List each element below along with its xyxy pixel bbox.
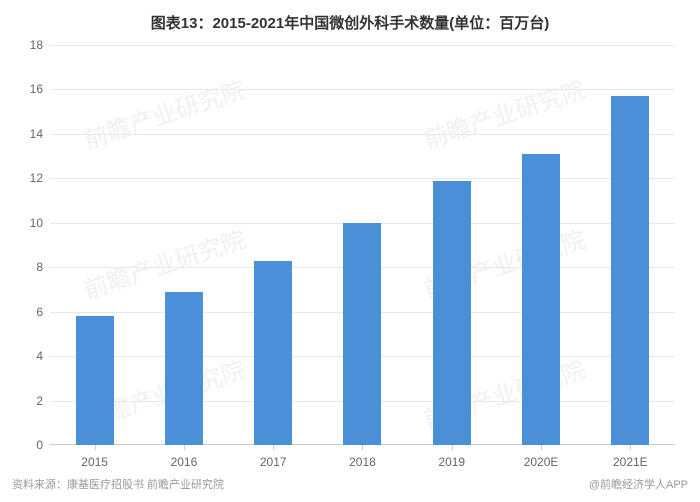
attribution-text: @前瞻经济学人APP	[589, 476, 688, 492]
x-tick	[273, 445, 274, 450]
bar-slot: 2017	[229, 45, 318, 445]
y-tick-label: 0	[13, 438, 43, 452]
x-tick-label: 2019	[438, 455, 465, 469]
y-tick-label: 14	[13, 127, 43, 141]
x-tick-label: 2018	[349, 455, 376, 469]
bar-slot: 2015	[50, 45, 139, 445]
bar-slot: 2016	[139, 45, 228, 445]
y-tick-label: 6	[13, 305, 43, 319]
bar-slot: 2019	[407, 45, 496, 445]
x-tick	[184, 445, 185, 450]
bar	[76, 316, 114, 445]
bar-slot: 2021E	[586, 45, 675, 445]
source-footer: 资料来源：康基医疗招股书 前瞻产业研究院	[12, 476, 224, 492]
bar	[433, 181, 471, 445]
y-tick-label: 12	[13, 171, 43, 185]
y-tick-label: 8	[13, 260, 43, 274]
bar	[522, 154, 560, 445]
y-tick-label: 16	[13, 82, 43, 96]
x-tick	[95, 445, 96, 450]
bar	[165, 292, 203, 445]
x-tick-label: 2020E	[524, 455, 559, 469]
chart-plot-area: 前瞻产业研究院 前瞻产业研究院 前瞻产业研究院 前瞻产业研究院 前瞻产业研究院 …	[50, 45, 675, 445]
x-tick	[630, 445, 631, 450]
y-tick-label: 2	[13, 394, 43, 408]
x-tick-label: 2015	[81, 455, 108, 469]
x-tick-label: 2017	[260, 455, 287, 469]
chart-title: 图表13：2015-2021年中国微创外科手术数量(单位：百万台)	[0, 0, 700, 33]
bar-slot: 2020E	[496, 45, 585, 445]
bar-slot: 2018	[318, 45, 407, 445]
bars-group: 201520162017201820192020E2021E	[50, 45, 675, 445]
x-tick-label: 2021E	[613, 455, 648, 469]
bar	[611, 96, 649, 445]
y-tick-label: 18	[13, 38, 43, 52]
x-tick	[541, 445, 542, 450]
x-tick-label: 2016	[171, 455, 198, 469]
bar	[343, 223, 381, 445]
x-tick	[362, 445, 363, 450]
bar	[254, 261, 292, 445]
y-tick-label: 4	[13, 349, 43, 363]
x-tick	[452, 445, 453, 450]
y-tick-label: 10	[13, 216, 43, 230]
